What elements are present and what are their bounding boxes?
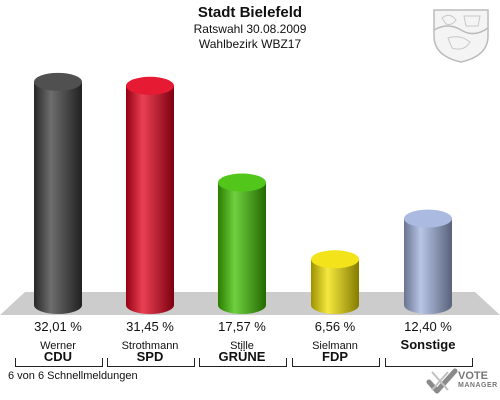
bar-cap bbox=[34, 72, 82, 91]
chart-subtitle-district: Wahlbezirk WBZ17 bbox=[198, 37, 302, 51]
value-label-cdu: 32,01 % bbox=[34, 319, 82, 334]
bar-cap bbox=[404, 209, 452, 228]
category-label-fdp: FDP bbox=[322, 349, 348, 364]
category-bracket bbox=[15, 358, 103, 367]
value-label-fdp: 6,56 % bbox=[314, 319, 356, 334]
bar-body bbox=[126, 85, 174, 315]
bar-body bbox=[218, 182, 266, 314]
chart-title: Stadt Bielefeld bbox=[197, 4, 303, 21]
category-bracket bbox=[199, 358, 287, 367]
category-label-sonstige: Sonstige bbox=[400, 337, 456, 352]
category-bracket bbox=[385, 358, 473, 367]
category-bracket bbox=[107, 358, 195, 367]
bar-cap bbox=[218, 173, 266, 192]
category-label-cdu: CDU bbox=[43, 349, 73, 364]
bar-cdu bbox=[34, 72, 82, 315]
vote-manager-logo: VOTE MANAGER bbox=[458, 371, 498, 391]
value-label-spd: 31,45 % bbox=[126, 319, 174, 334]
bar-cap bbox=[126, 76, 174, 95]
logo-line1: VOTE bbox=[458, 370, 488, 382]
chart-subtitle-election: Ratswahl 30.08.2009 bbox=[193, 22, 307, 36]
bar-body bbox=[404, 218, 452, 314]
status-text: 6 von 6 Schnellmeldungen bbox=[8, 370, 138, 382]
logo-line2: MANAGER bbox=[458, 382, 498, 389]
bar-sonstige bbox=[404, 209, 452, 314]
value-label-sonstige: 12,40 % bbox=[404, 319, 452, 334]
value-label-grüne: 17,57 % bbox=[218, 319, 266, 334]
bar-body bbox=[34, 81, 82, 315]
candidate-label-fdp: Sielmann bbox=[312, 340, 358, 352]
bar-body bbox=[311, 259, 359, 314]
candidate-label-grüne: Stille bbox=[230, 340, 254, 352]
category-label-grüne: GRÜNE bbox=[218, 349, 266, 364]
bar-grüne bbox=[218, 173, 266, 314]
bar-fdp bbox=[311, 250, 359, 314]
bar-cap bbox=[311, 250, 359, 269]
candidate-label-spd: Strothmann bbox=[121, 340, 179, 352]
bar-spd bbox=[126, 76, 174, 315]
category-label-spd: SPD bbox=[136, 349, 164, 364]
category-bracket bbox=[292, 358, 380, 367]
candidate-label-cdu: Werner bbox=[40, 340, 76, 352]
nrw-crest-icon bbox=[433, 9, 489, 63]
vote-check-icon bbox=[426, 368, 458, 394]
